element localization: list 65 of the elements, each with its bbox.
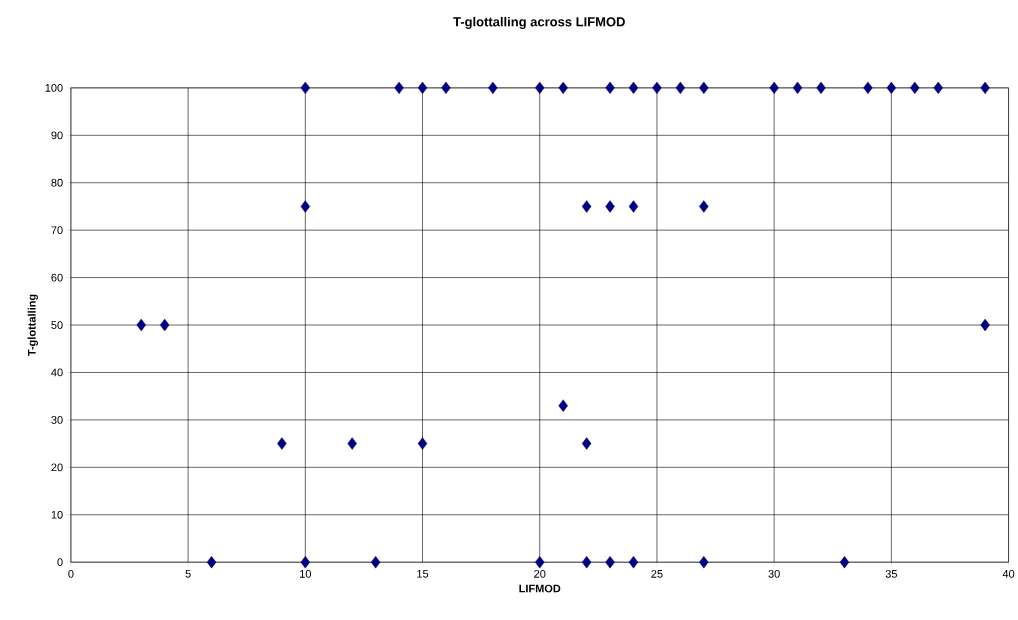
point <box>535 81 545 95</box>
point <box>558 81 568 95</box>
point <box>792 81 803 95</box>
y-tick-label: 30 <box>51 415 63 424</box>
point <box>159 318 170 332</box>
point <box>394 81 404 95</box>
y-tick-label: 40 <box>51 368 63 377</box>
point <box>300 81 311 95</box>
y-tick-label: 20 <box>51 463 63 472</box>
point <box>628 200 639 213</box>
point <box>441 81 451 95</box>
point <box>980 81 990 95</box>
y-tick-label: 10 <box>51 510 63 519</box>
point <box>488 81 498 95</box>
y-tick-label: 70 <box>51 226 63 235</box>
point <box>300 555 311 569</box>
point <box>136 318 146 332</box>
y-tick-label: 80 <box>51 178 63 187</box>
point <box>980 318 990 332</box>
y-tick-label: 90 <box>51 131 63 140</box>
point <box>417 437 428 450</box>
point <box>816 81 826 95</box>
x-tick-label: 15 <box>417 569 429 578</box>
point <box>605 555 615 569</box>
x-tick-label: 30 <box>768 569 780 578</box>
point <box>628 81 639 95</box>
point <box>300 200 311 213</box>
point <box>675 81 686 95</box>
point <box>933 81 943 95</box>
point <box>769 81 779 95</box>
x-tick-label: 25 <box>651 569 663 578</box>
chart-title: T-glottalling across LIFMOD <box>453 16 625 29</box>
point <box>581 437 592 450</box>
point <box>628 555 639 569</box>
point <box>206 555 217 569</box>
y-tick-label: 100 <box>45 83 63 92</box>
point <box>277 437 287 450</box>
point <box>581 200 592 213</box>
point <box>535 555 545 569</box>
x-tick-label: 0 <box>68 569 74 578</box>
point <box>699 555 709 569</box>
y-tick-label: 0 <box>57 558 63 567</box>
point <box>910 81 920 95</box>
point <box>839 555 850 569</box>
x-tick-label: 40 <box>1002 569 1015 578</box>
point <box>605 200 615 213</box>
point <box>605 81 615 95</box>
point <box>863 81 873 95</box>
x-tick-label: 5 <box>185 569 191 578</box>
x-tick-label: 35 <box>885 569 897 578</box>
x-tick-label: 10 <box>300 569 311 578</box>
point <box>652 81 662 95</box>
point <box>417 81 428 95</box>
point <box>699 81 709 95</box>
point <box>558 399 568 412</box>
y-axis-title: T-glottalling <box>27 294 38 356</box>
x-tick-label: 20 <box>534 569 546 578</box>
point <box>370 555 381 569</box>
point <box>886 81 897 95</box>
point <box>347 437 357 450</box>
x-axis-title: LIFMOD <box>519 584 561 593</box>
y-tick-label: 60 <box>51 273 63 282</box>
point <box>581 555 592 569</box>
point <box>699 200 709 213</box>
y-tick-label: 50 <box>51 321 63 329</box>
